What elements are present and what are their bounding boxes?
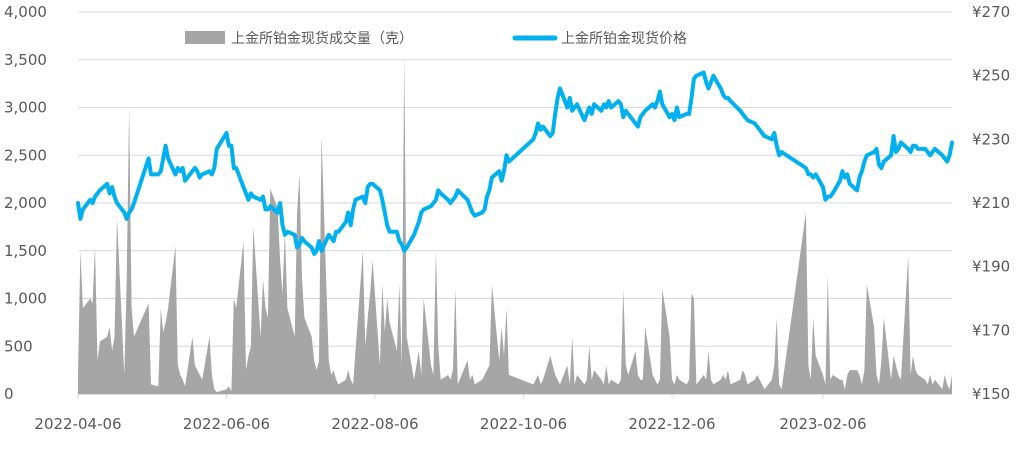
left-tick-label: 3,000 — [4, 99, 47, 117]
left-tick-label: 500 — [4, 337, 33, 355]
price-line-series — [76, 70, 954, 256]
price-line — [76, 70, 954, 256]
grid-lines — [78, 11, 952, 395]
right-tick-label: ¥170 — [972, 321, 1010, 339]
x-tick-label: 2022-08-06 — [331, 415, 418, 433]
legend-volume-label: 上金所铂金现货成交量（克） — [231, 30, 413, 47]
volume-area — [78, 55, 952, 394]
legend-price-label: 上金所铂金现货价格 — [561, 30, 687, 47]
left-tick-label: 1,500 — [4, 242, 47, 260]
volume-area-series — [78, 55, 952, 394]
left-tick-label: 2,500 — [4, 146, 47, 164]
right-tick-label: ¥210 — [972, 194, 1010, 212]
x-tick-label: 2022-04-06 — [34, 415, 121, 433]
legend-volume-swatch — [185, 31, 225, 44]
right-tick-label: ¥150 — [972, 385, 1010, 403]
x-tick-label: 2022-12-06 — [628, 415, 715, 433]
right-tick-label: ¥190 — [972, 258, 1010, 276]
left-tick-label: 4,000 — [4, 3, 47, 21]
right-tick-label: ¥250 — [972, 67, 1010, 85]
right-tick-label: ¥270 — [972, 3, 1010, 21]
x-tick-label: 2023-02-06 — [779, 415, 866, 433]
left-tick-label: 0 — [4, 385, 14, 403]
right-tick-label: ¥230 — [972, 130, 1010, 148]
left-tick-label: 1,000 — [4, 290, 47, 308]
legend: 上金所铂金现货成交量（克） 上金所铂金现货价格 — [185, 30, 687, 47]
left-tick-label: 3,500 — [4, 51, 47, 69]
right-axis-tick-labels: ¥150 ¥170 ¥190 ¥210 ¥230 ¥250 ¥270 — [972, 3, 1010, 403]
left-tick-label: 2,000 — [4, 194, 47, 212]
left-axis-tick-labels: 0 500 1,000 1,500 2,000 2,500 3,000 3,500 4,000 — [4, 3, 47, 403]
x-tick-label: 2022-06-06 — [183, 415, 270, 433]
x-axis-tick-labels: 2022-04-06 2022-06-06 2022-08-06 2022-10-06… — [34, 394, 867, 433]
x-tick-label: 2022-10-06 — [480, 415, 567, 433]
